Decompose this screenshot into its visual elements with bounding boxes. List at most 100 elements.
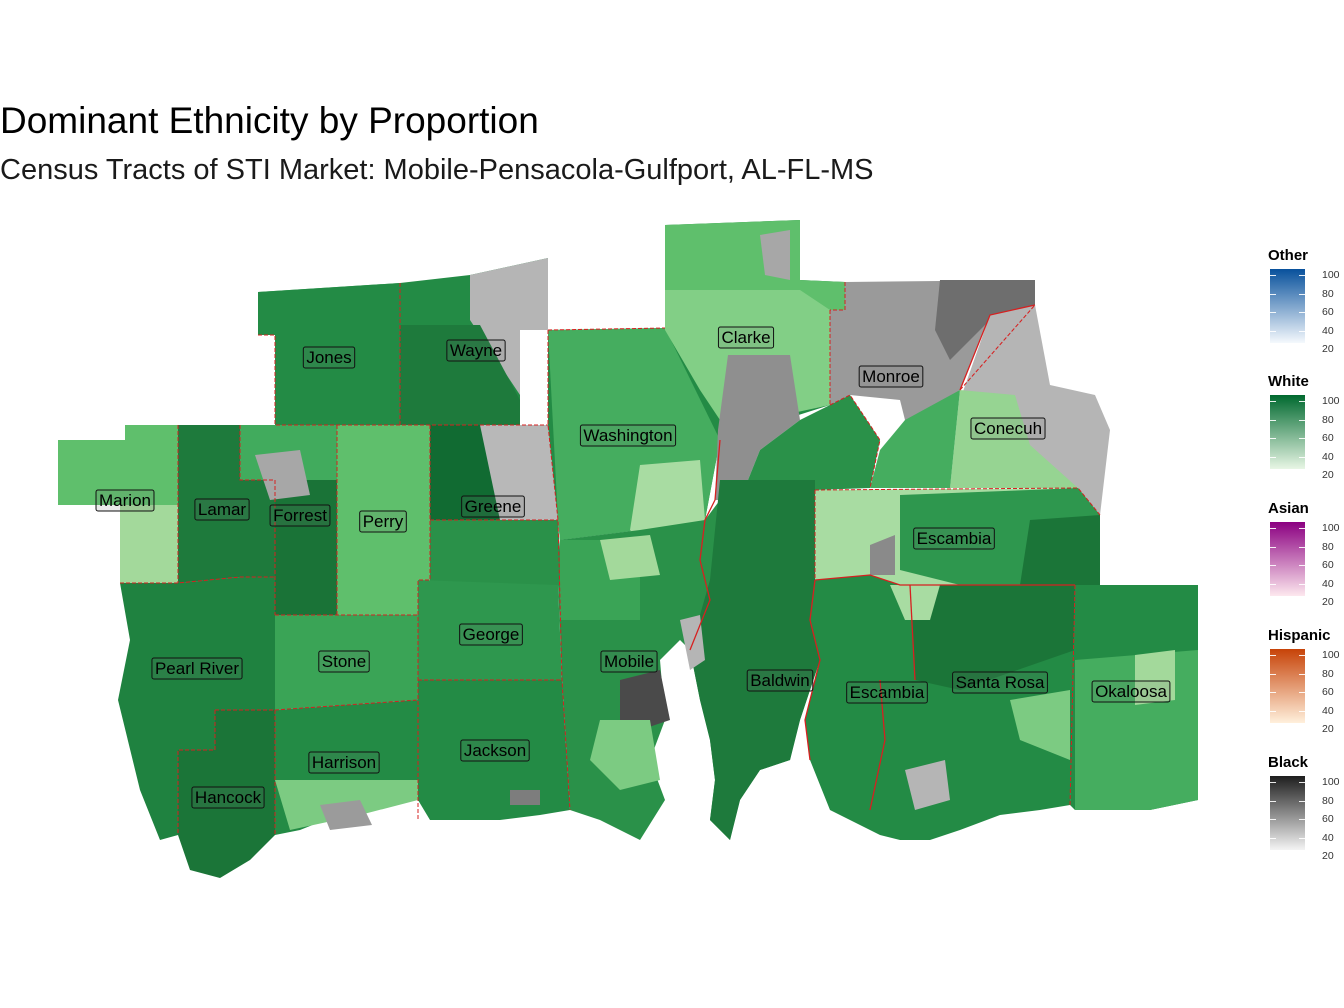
- county-name: Santa Rosa: [956, 673, 1045, 692]
- tract-region: [178, 425, 275, 583]
- legend-tick-mark: [1270, 419, 1276, 421]
- legend-title: Hispanic: [1268, 627, 1331, 644]
- legend-tick-mark: [1270, 456, 1276, 458]
- county-label-box: [359, 510, 407, 533]
- tract-region: [178, 710, 275, 878]
- tract-region: [1020, 515, 1100, 585]
- legend-tick-label: 100: [1322, 522, 1340, 534]
- county-label-box: [460, 739, 530, 762]
- county-name: Conecuh: [974, 419, 1042, 438]
- legend-tick-label: 40: [1322, 450, 1334, 463]
- tract-region: [1010, 690, 1070, 760]
- tract-region: [337, 425, 430, 615]
- tract-region: [1135, 650, 1175, 705]
- legend-tick-mark: [1299, 673, 1305, 675]
- legend-tick-label: 20: [1322, 723, 1334, 735]
- county-label-box: [318, 650, 370, 673]
- county-name: Stone: [322, 652, 366, 671]
- legend-tick-label: 40: [1322, 577, 1334, 590]
- legend-title: Black: [1268, 754, 1309, 771]
- legend-colorbar-area: 100 80 60 40 20: [1268, 774, 1344, 862]
- county-label-box: [191, 786, 265, 809]
- legend-tick-mark: [1299, 419, 1305, 421]
- legend-title: Asian: [1268, 500, 1309, 517]
- county-label-box: [846, 681, 928, 704]
- legend-tick-mark: [1270, 401, 1276, 402]
- county-label-box: [95, 489, 155, 512]
- legend-tick-label: 60: [1322, 813, 1334, 825]
- legend-tick-mark: [1299, 293, 1305, 295]
- tract-region: [255, 450, 310, 500]
- county-label-jones: Jones: [302, 346, 356, 369]
- legend-tick-label: 60: [1322, 306, 1334, 318]
- legend-tick-mark: [1270, 528, 1276, 529]
- legend-tick-label: 60: [1322, 559, 1334, 571]
- legend-tick-mark: [1299, 528, 1305, 529]
- legend-tick-mark: [1270, 475, 1276, 476]
- county-name: Perry: [363, 512, 404, 531]
- legend-tick-label: 80: [1322, 667, 1334, 680]
- tract-region: [870, 390, 960, 488]
- county-label-perry: Perry: [359, 510, 407, 533]
- tract-region: [715, 355, 800, 500]
- county-name: Forrest: [273, 506, 327, 525]
- county-label-box: [151, 657, 243, 680]
- county-label-box: [308, 751, 380, 774]
- tract-region: [470, 258, 548, 395]
- legend-tick-mark: [1299, 837, 1305, 839]
- legend-tick-label: 60: [1322, 686, 1334, 698]
- county-label-monroe: Monroe: [858, 365, 924, 388]
- legend-tick-label: 20: [1322, 469, 1334, 481]
- legend-other: Other 100 80 60 40 20: [1268, 247, 1344, 355]
- legend-colorbar-area: 100 80 60 40 20: [1268, 393, 1344, 481]
- county-name: Pearl River: [155, 659, 239, 678]
- county-name: Lamar: [198, 500, 247, 519]
- legend-tick-mark: [1270, 438, 1276, 439]
- legend-tick-mark: [1299, 602, 1305, 603]
- county-name: Okaloosa: [1095, 682, 1167, 701]
- county-label-marion: Marion: [95, 489, 155, 512]
- legend-tick-mark: [1270, 655, 1276, 656]
- tract-region: [910, 585, 1075, 690]
- tract-region: [935, 280, 1035, 360]
- choropleth-map: Jones Wayne Clarke Monroe Conecuh Washington M…: [58, 220, 1198, 878]
- county-name: Washington: [583, 426, 672, 445]
- county-name: Hancock: [195, 788, 262, 807]
- county-name: Greene: [465, 497, 522, 516]
- county-label-box: [446, 339, 506, 362]
- legend-tick-mark: [1299, 710, 1305, 712]
- tract-region: [275, 615, 418, 710]
- tract-region: [430, 520, 562, 585]
- tract-region: [890, 585, 940, 620]
- legend-tick-label: 60: [1322, 432, 1334, 444]
- map-subtitle: Census Tracts of STI Market: Mobile-Pens…: [0, 154, 874, 186]
- county-borders: [120, 282, 1101, 835]
- county-label-escambia-al: Escambia: [913, 527, 995, 550]
- county-label-george: George: [459, 623, 523, 646]
- legend-tick-label: 40: [1322, 831, 1334, 844]
- legend-white: White 100 80 60 40 20: [1268, 373, 1344, 481]
- legend-tick-mark: [1270, 583, 1276, 585]
- legend-tick-label: 20: [1322, 343, 1334, 355]
- county-name: George: [463, 625, 520, 644]
- tract-region: [400, 325, 520, 425]
- legend-tick-mark: [1299, 401, 1305, 402]
- legend-tick-mark: [1299, 692, 1305, 693]
- tract-region: [600, 535, 660, 580]
- state-borders: [689, 304, 1075, 811]
- county-label-jackson: Jackson: [460, 739, 530, 762]
- county-label-clarke: Clarke: [717, 326, 775, 349]
- legend-tick-mark: [1270, 275, 1276, 276]
- county-name: Harrison: [312, 753, 376, 772]
- tract-region: [418, 580, 562, 680]
- county-label-pearl-river: Pearl River: [151, 657, 243, 680]
- county-label-box: [858, 365, 924, 388]
- tract-region: [590, 720, 660, 790]
- legend-tick-mark: [1270, 293, 1276, 295]
- legend-tick-label: 80: [1322, 540, 1334, 553]
- county-label-conecuh: Conecuh: [970, 417, 1046, 440]
- legend-tick-label: 20: [1322, 850, 1334, 862]
- legend-tick-mark: [1270, 565, 1276, 566]
- county-label-harrison: Harrison: [308, 751, 380, 774]
- county-label-stone: Stone: [318, 650, 370, 673]
